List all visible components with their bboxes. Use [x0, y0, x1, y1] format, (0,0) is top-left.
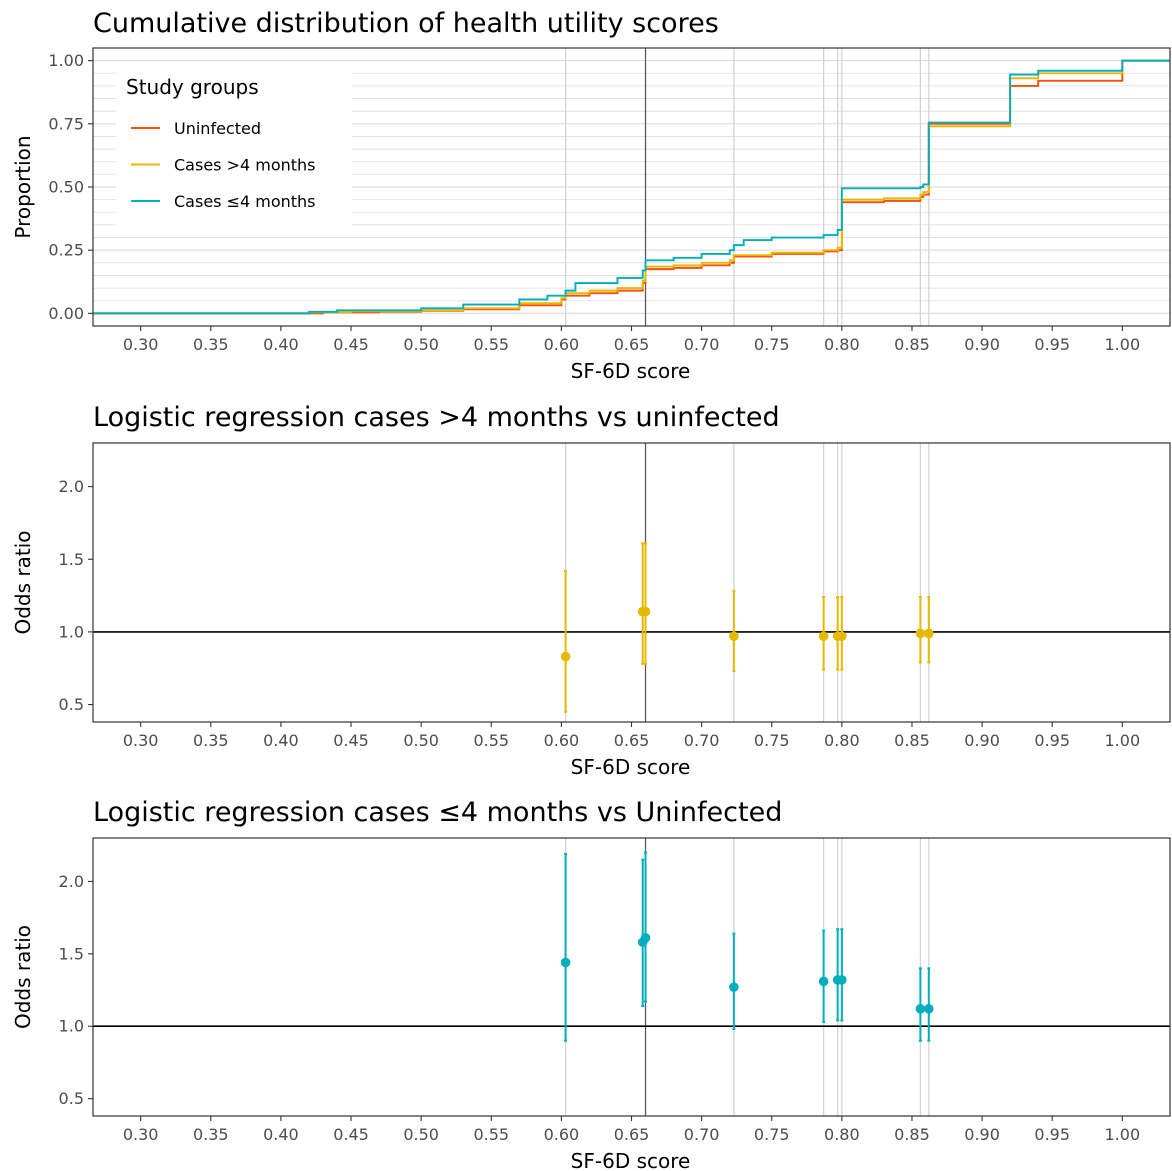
x-axis-label: SF-6D score	[571, 359, 691, 383]
point-estimate	[560, 651, 571, 662]
x-tick-label: 0.30	[123, 731, 159, 750]
panel-border	[92, 837, 1171, 1117]
y-tick-label: 1.5	[59, 944, 84, 963]
x-tick-label: 0.95	[1034, 1125, 1070, 1144]
y-tick-label: 1.0	[59, 1017, 84, 1036]
x-tick-label: 0.80	[824, 731, 860, 750]
y-tick-label: 0.5	[59, 1089, 84, 1108]
plot-area	[93, 838, 1170, 1116]
point-estimate	[837, 631, 847, 642]
x-tick-label: 0.45	[333, 335, 369, 354]
x-tick-label: 0.75	[754, 731, 790, 750]
point-estimate	[729, 982, 739, 992]
point-estimate	[560, 957, 571, 968]
point-estimate	[640, 933, 651, 943]
x-tick-label: 0.65	[614, 1125, 650, 1144]
x-tick-label: 0.90	[964, 1125, 1000, 1144]
x-tick-label: 0.40	[263, 335, 299, 354]
point-estimate	[640, 606, 651, 617]
x-tick-label: 1.00	[1105, 1125, 1141, 1144]
or-gt4-panel: Logistic regression cases >4 months vs u…	[11, 402, 1171, 779]
legend-item-label: Uninfected	[174, 119, 261, 138]
x-tick-label: 0.75	[754, 1125, 790, 1144]
chart-title: Logistic regression cases >4 months vs u…	[93, 402, 780, 433]
x-tick-label: 0.95	[1034, 335, 1070, 354]
x-tick-label: 0.35	[193, 1125, 229, 1144]
x-tick-label: 0.45	[333, 731, 369, 750]
x-tick-label: 0.40	[263, 731, 299, 750]
point-estimate	[915, 1004, 926, 1014]
legend: Study groups Uninfected Cases >4 months Cas…	[116, 64, 352, 230]
x-axis-label: SF-6D score	[571, 755, 691, 779]
y-tick-label: 0.75	[48, 114, 84, 133]
x-tick-label: 0.65	[614, 335, 650, 354]
x-tick-label: 0.55	[473, 731, 509, 750]
y-tick-label: 0.25	[48, 241, 84, 260]
plot-area	[93, 443, 1170, 722]
x-tick-label: 0.80	[824, 335, 860, 354]
legend-box	[116, 64, 352, 230]
y-axis-label: Proportion	[11, 135, 35, 238]
point-estimate	[915, 628, 926, 639]
legend-title: Study groups	[126, 75, 259, 99]
x-tick-label: 0.50	[403, 335, 439, 354]
point-estimate	[923, 1004, 934, 1014]
x-tick-label: 0.85	[894, 335, 930, 354]
legend-item-label: Cases >4 months	[174, 156, 316, 175]
x-tick-label: 0.70	[684, 731, 720, 750]
point-estimate	[818, 631, 829, 642]
legend-item-label: Cases ≤4 months	[174, 192, 316, 211]
chart-title: Cumulative distribution of health utilit…	[93, 8, 719, 39]
point-estimate	[818, 976, 829, 987]
series-line-2	[93, 59, 1170, 315]
x-tick-label: 0.35	[193, 731, 229, 750]
x-tick-label: 0.95	[1034, 731, 1070, 750]
x-tick-label: 0.75	[754, 335, 790, 354]
x-tick-label: 1.00	[1105, 335, 1141, 354]
y-tick-label: 0.00	[48, 304, 84, 323]
x-tick-label: 0.45	[333, 1125, 369, 1144]
y-tick-label: 1.5	[59, 550, 84, 569]
x-tick-label: 0.65	[614, 731, 650, 750]
x-axis-label: SF-6D score	[571, 1149, 691, 1171]
x-tick-label: 1.00	[1105, 731, 1141, 750]
x-tick-label: 0.85	[894, 1125, 930, 1144]
y-tick-label: 2.0	[59, 872, 84, 891]
x-tick-label: 0.35	[193, 335, 229, 354]
x-tick-label: 0.50	[403, 731, 439, 750]
point-estimate	[729, 631, 739, 642]
panel-border	[92, 442, 1171, 723]
y-tick-label: 1.00	[48, 51, 84, 70]
x-tick-label: 0.90	[964, 731, 1000, 750]
x-tick-label: 0.90	[964, 335, 1000, 354]
y-axis-label: Odds ratio	[11, 530, 35, 634]
y-tick-label: 2.0	[59, 477, 84, 496]
y-tick-label: 0.50	[48, 178, 84, 197]
x-tick-label: 0.70	[684, 335, 720, 354]
x-tick-label: 0.55	[473, 335, 509, 354]
or-le4-panel: Logistic regression cases ≤4 months vs U…	[11, 797, 1171, 1171]
y-axis-label: Odds ratio	[11, 925, 35, 1029]
x-tick-label: 0.50	[403, 1125, 439, 1144]
x-tick-label: 0.85	[894, 731, 930, 750]
x-tick-label: 0.70	[684, 1125, 720, 1144]
chart-title: Logistic regression cases ≤4 months vs U…	[93, 797, 782, 828]
x-tick-label: 0.60	[544, 731, 580, 750]
x-tick-label: 0.60	[544, 335, 580, 354]
point-estimate	[837, 975, 847, 985]
x-tick-label: 0.60	[544, 1125, 580, 1144]
cdf-panel: Cumulative distribution of health utilit…	[11, 8, 1171, 383]
y-tick-label: 1.0	[59, 622, 84, 641]
point-estimate	[923, 628, 934, 639]
x-tick-label: 0.80	[824, 1125, 860, 1144]
x-tick-label: 0.30	[123, 335, 159, 354]
x-tick-label: 0.55	[473, 1125, 509, 1144]
x-tick-label: 0.40	[263, 1125, 299, 1144]
y-tick-label: 0.5	[59, 695, 84, 714]
x-tick-label: 0.30	[123, 1125, 159, 1144]
